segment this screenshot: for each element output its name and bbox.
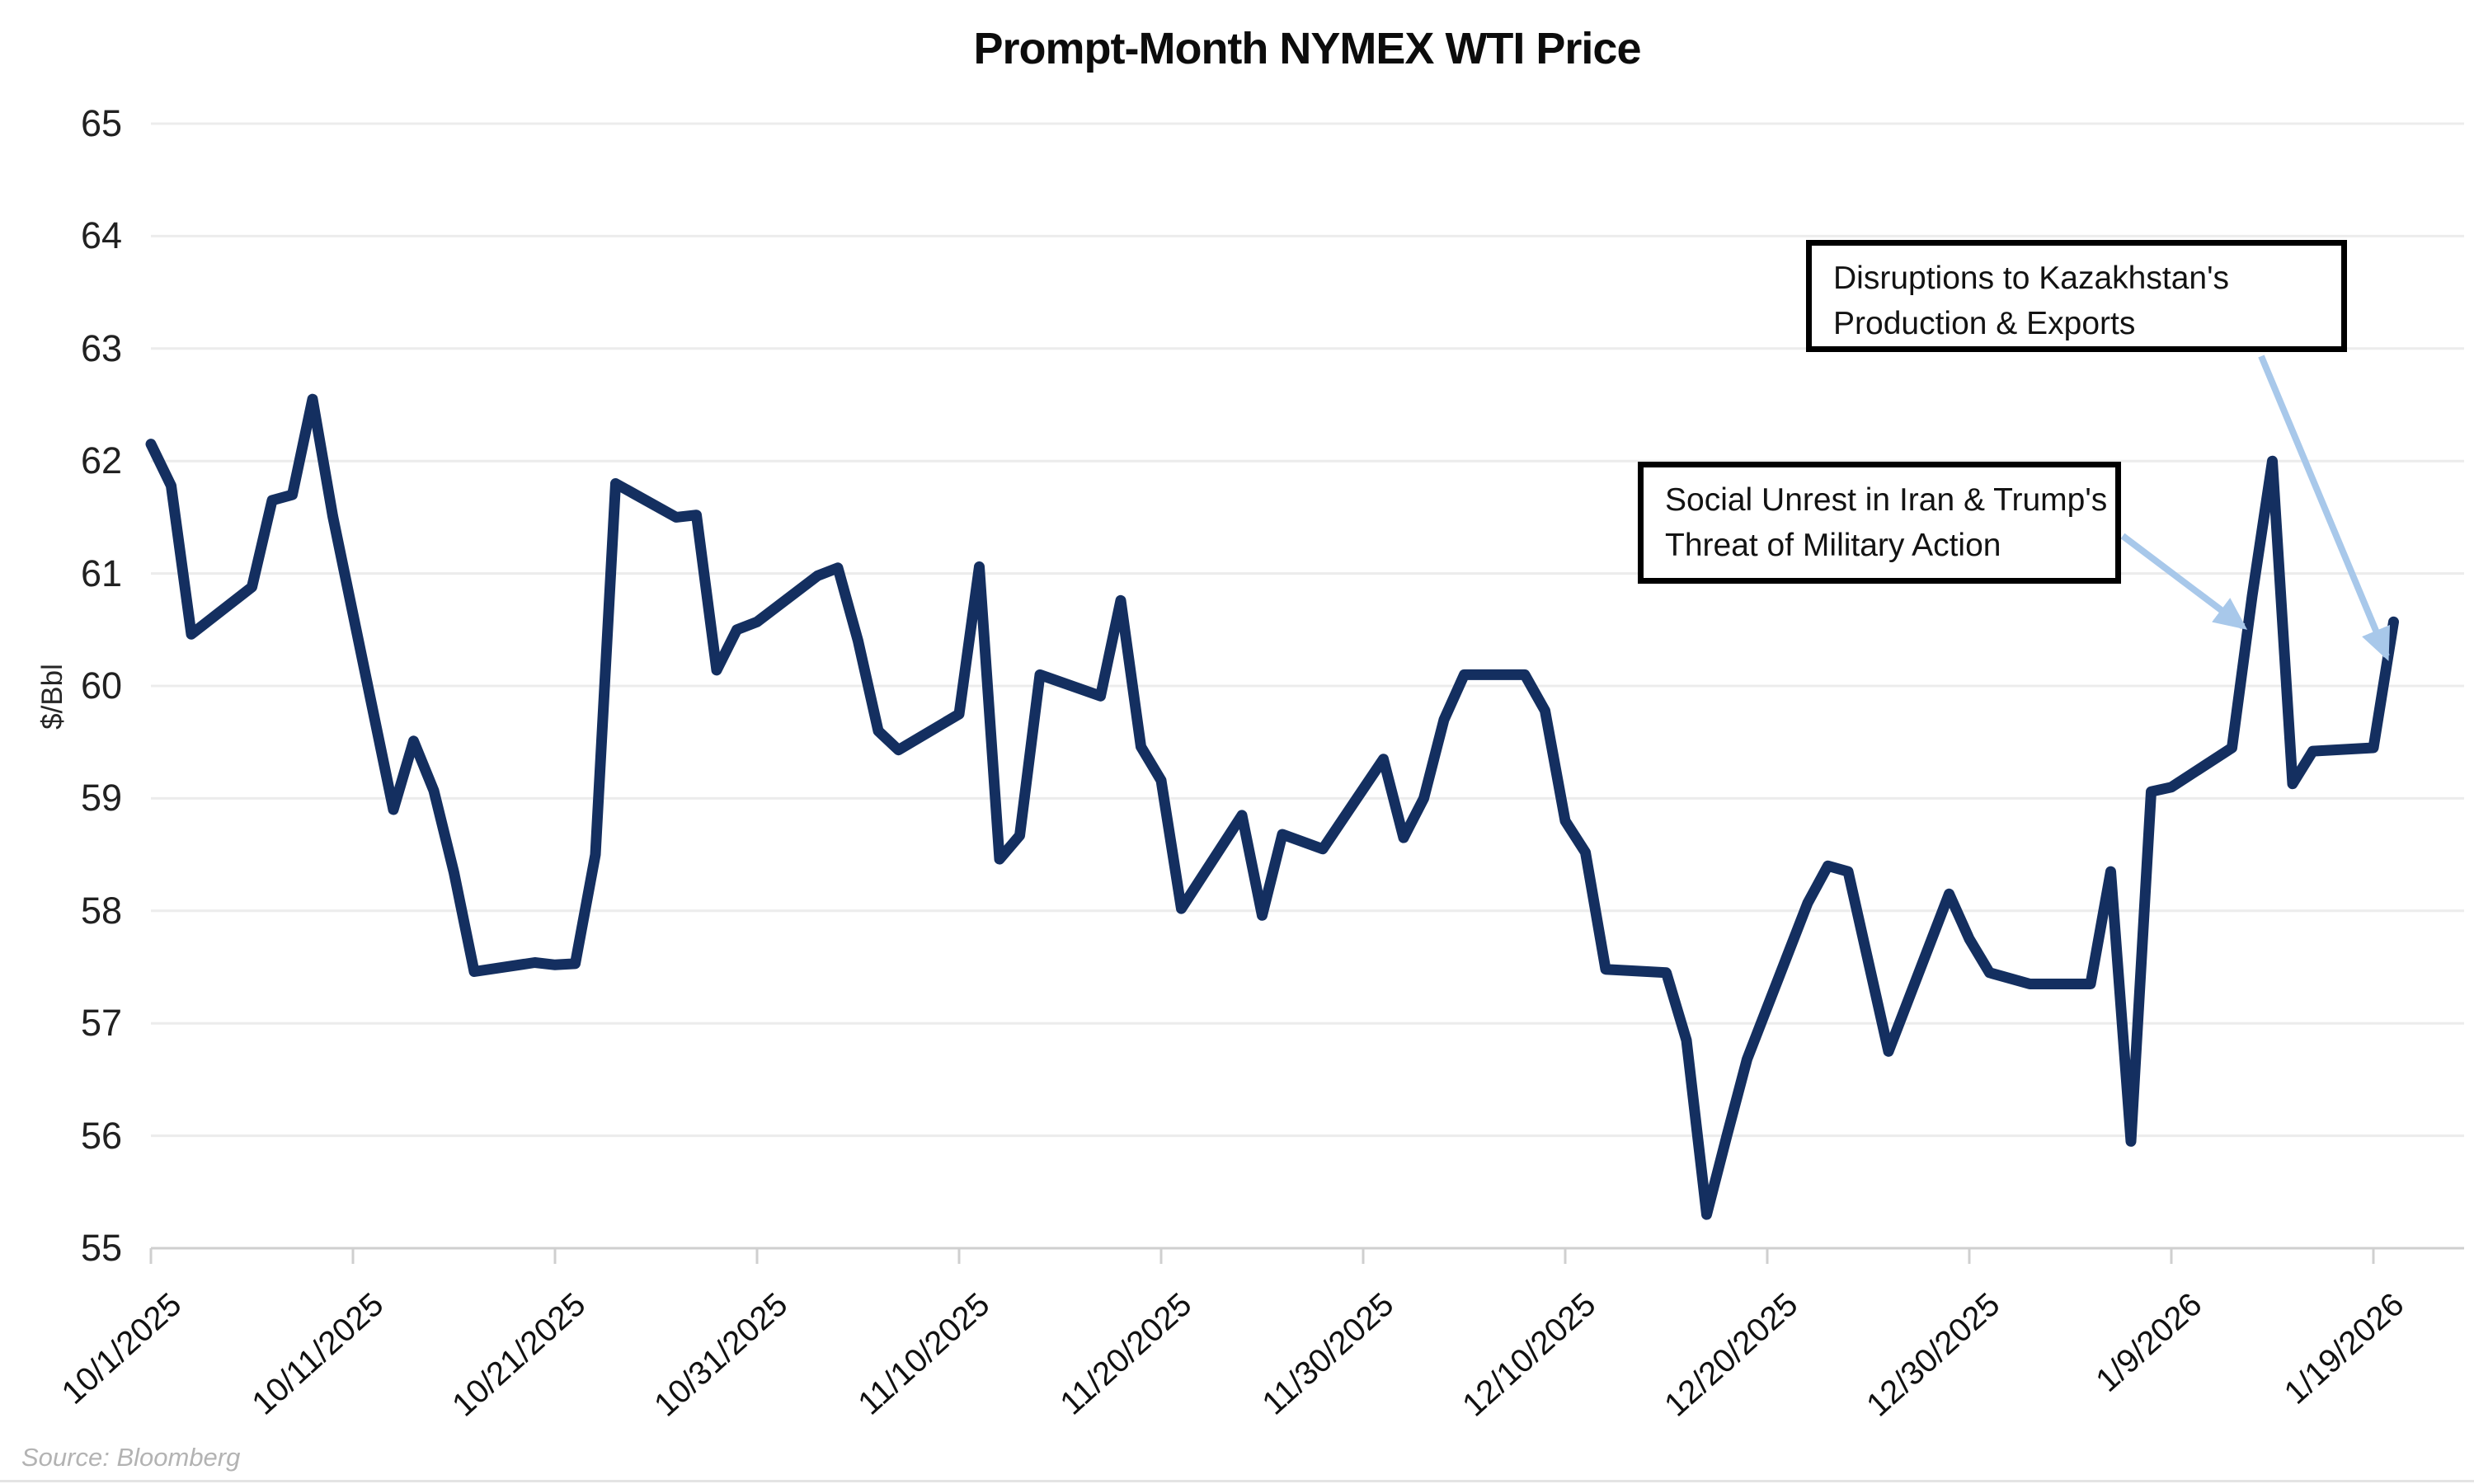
y-tick-label: 63 [80,326,122,369]
y-tick-label: 61 [80,552,122,594]
price-line-series [145,393,2399,1220]
y-tick-label: 62 [80,439,122,482]
y-axis-title: $/Bbl [36,664,68,730]
arrow-kazakhstan [2258,355,2391,661]
y-tick-label: 60 [80,665,122,707]
y-tick-label: 57 [80,1002,122,1045]
annotation-box-iran: Social Unrest in Iran & Trump's Threat o… [1638,462,2121,584]
y-tick-label: 59 [80,777,122,819]
x-axis [149,1248,2375,1264]
y-tick-label: 55 [80,1227,122,1269]
annotation-arrows [2120,355,2391,661]
annotation-iran-line2: Threat of Military Action [1665,528,2001,563]
y-tick-label: 56 [80,1114,122,1157]
y-tick-label: 58 [80,889,122,932]
annotation-kazakhstan-line1: Disruptions to Kazakhstan's [1833,261,2230,296]
arrow-iran [2120,533,2248,630]
chart-title: Prompt-Month NYMEX WTI Price [973,24,1642,73]
source-note: Source: Bloomberg [21,1443,241,1472]
bottom-edge-line [0,1480,2474,1482]
y-tick-label: 65 [80,102,122,144]
annotation-box-kazakhstan: Disruptions to Kazakhstan's Production &… [1806,240,2347,352]
annotation-kazakhstan-line2: Production & Exports [1833,306,2136,341]
annotation-iran-line1: Social Unrest in Iran & Trump's [1665,482,2108,518]
y-tick-label: 64 [80,214,122,257]
gridlines [151,122,2464,1250]
